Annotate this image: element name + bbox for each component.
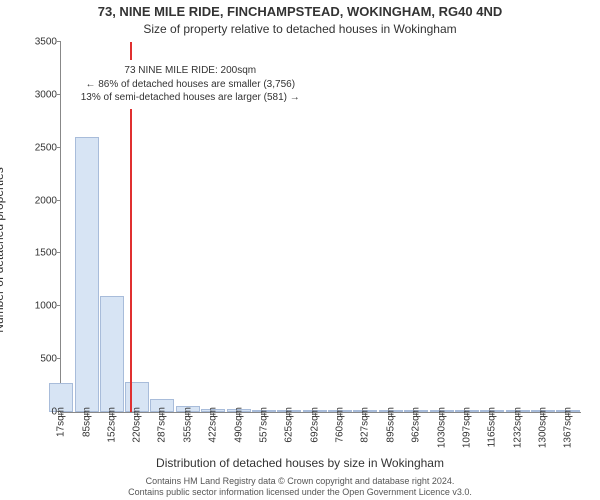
y-tick-mark (57, 94, 61, 95)
y-tick-label: 0 (21, 407, 57, 418)
footer-line-1: Contains HM Land Registry data © Crown c… (0, 476, 600, 487)
y-tick-mark (57, 200, 61, 201)
histogram-bar (100, 296, 124, 412)
footer-attribution: Contains HM Land Registry data © Crown c… (0, 476, 600, 499)
page-subtitle: Size of property relative to detached ho… (0, 22, 600, 36)
y-tick-label: 3500 (21, 37, 57, 48)
annotation-line-3: 13% of semi-detached houses are larger (… (81, 91, 300, 105)
y-tick-mark (57, 358, 61, 359)
y-tick-label: 500 (21, 354, 57, 365)
footer-line-2: Contains public sector information licen… (0, 487, 600, 498)
page-title: 73, NINE MILE RIDE, FINCHAMPSTEAD, WOKIN… (0, 4, 600, 19)
histogram-bar (75, 137, 99, 412)
plot-area: 0500100015002000250030003500 17sqm85sqm1… (60, 42, 581, 413)
y-tick-label: 1000 (21, 301, 57, 312)
y-tick-label: 2500 (21, 142, 57, 153)
y-tick-mark (57, 147, 61, 148)
annotation-line-2: ← 86% of detached houses are smaller (3,… (81, 78, 300, 92)
y-tick-label: 1500 (21, 248, 57, 259)
y-tick-mark (57, 252, 61, 253)
x-axis-label: Distribution of detached houses by size … (0, 456, 600, 470)
annotation-line-1: 73 NINE MILE RIDE: 200sqm (81, 64, 300, 78)
y-tick-mark (57, 305, 61, 306)
chart-container: 73, NINE MILE RIDE, FINCHAMPSTEAD, WOKIN… (0, 0, 600, 500)
y-tick-mark (57, 41, 61, 42)
y-tick-label: 3000 (21, 89, 57, 100)
y-axis-label: Number of detached properties (6, 85, 20, 250)
annotation-box: 73 NINE MILE RIDE: 200sqm ← 86% of detac… (75, 60, 306, 109)
y-tick-label: 2000 (21, 195, 57, 206)
